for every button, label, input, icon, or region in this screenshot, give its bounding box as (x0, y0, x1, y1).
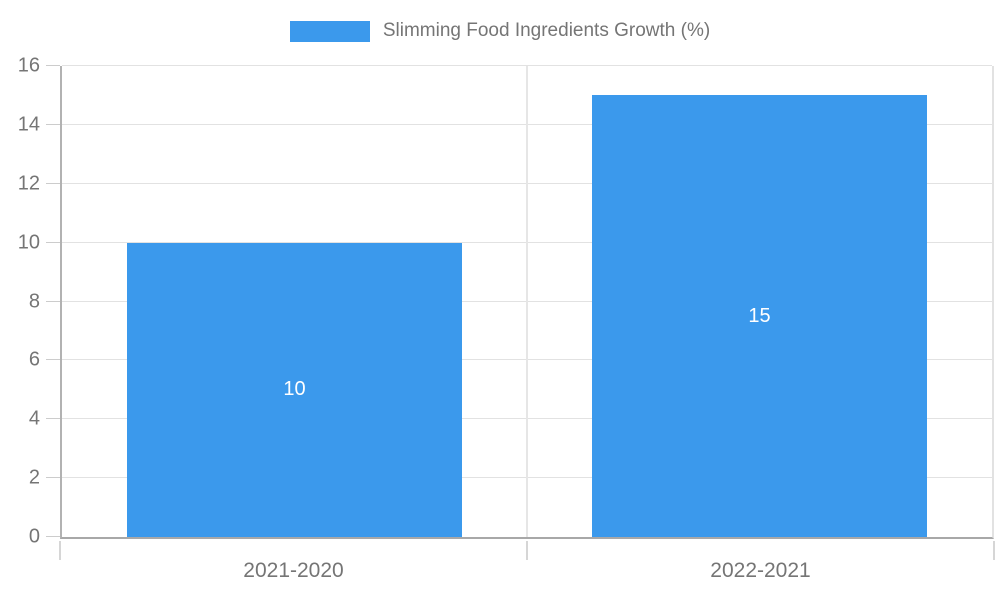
category-cell: 10 (62, 66, 527, 537)
category-divider (526, 66, 528, 537)
y-tick (46, 418, 60, 420)
category-cell: 15 (527, 66, 992, 537)
y-axis-labels: 0 2 4 6 8 10 12 14 16 (0, 55, 46, 548)
x-tick (993, 541, 995, 560)
legend-label: Slimming Food Ingredients Growth (%) (382, 20, 711, 41)
y-tick (46, 123, 60, 125)
x-tick (526, 541, 528, 560)
bar-value-label: 10 (283, 378, 306, 401)
bar-value-label: 15 (748, 304, 771, 327)
legend: Slimming Food Ingredients Growth (%) (0, 20, 1000, 42)
bar: 10 (127, 242, 462, 537)
bar: 15 (592, 95, 927, 537)
y-tick-label: 6 (28, 348, 40, 371)
y-tick-label: 16 (17, 54, 40, 77)
legend-swatch (289, 20, 370, 42)
plot-area: 10 15 (60, 65, 994, 539)
y-tick-label: 12 (17, 172, 40, 195)
y-axis-ticks (46, 65, 60, 539)
x-axis-ticks (59, 541, 995, 560)
x-tick (59, 541, 61, 560)
y-tick-label: 10 (17, 231, 40, 254)
gridline (62, 65, 992, 66)
y-tick-label: 8 (28, 290, 40, 312)
y-tick (46, 65, 60, 66)
y-tick (46, 182, 60, 184)
y-tick (46, 536, 60, 537)
y-tick (46, 300, 60, 302)
y-tick (46, 241, 60, 243)
y-tick-label: 0 (28, 525, 40, 548)
y-tick (46, 477, 60, 479)
y-tick-label: 4 (28, 407, 40, 430)
y-tick-label: 2 (28, 466, 40, 489)
y-tick-label: 14 (17, 113, 40, 136)
x-axis-labels: 2021-2020 2022-2021 (60, 559, 994, 583)
bars-layer: 10 15 (62, 66, 992, 537)
x-tick-label: 2021-2020 (243, 559, 344, 582)
x-tick-label: 2022-2021 (710, 559, 811, 582)
y-tick (46, 359, 60, 361)
